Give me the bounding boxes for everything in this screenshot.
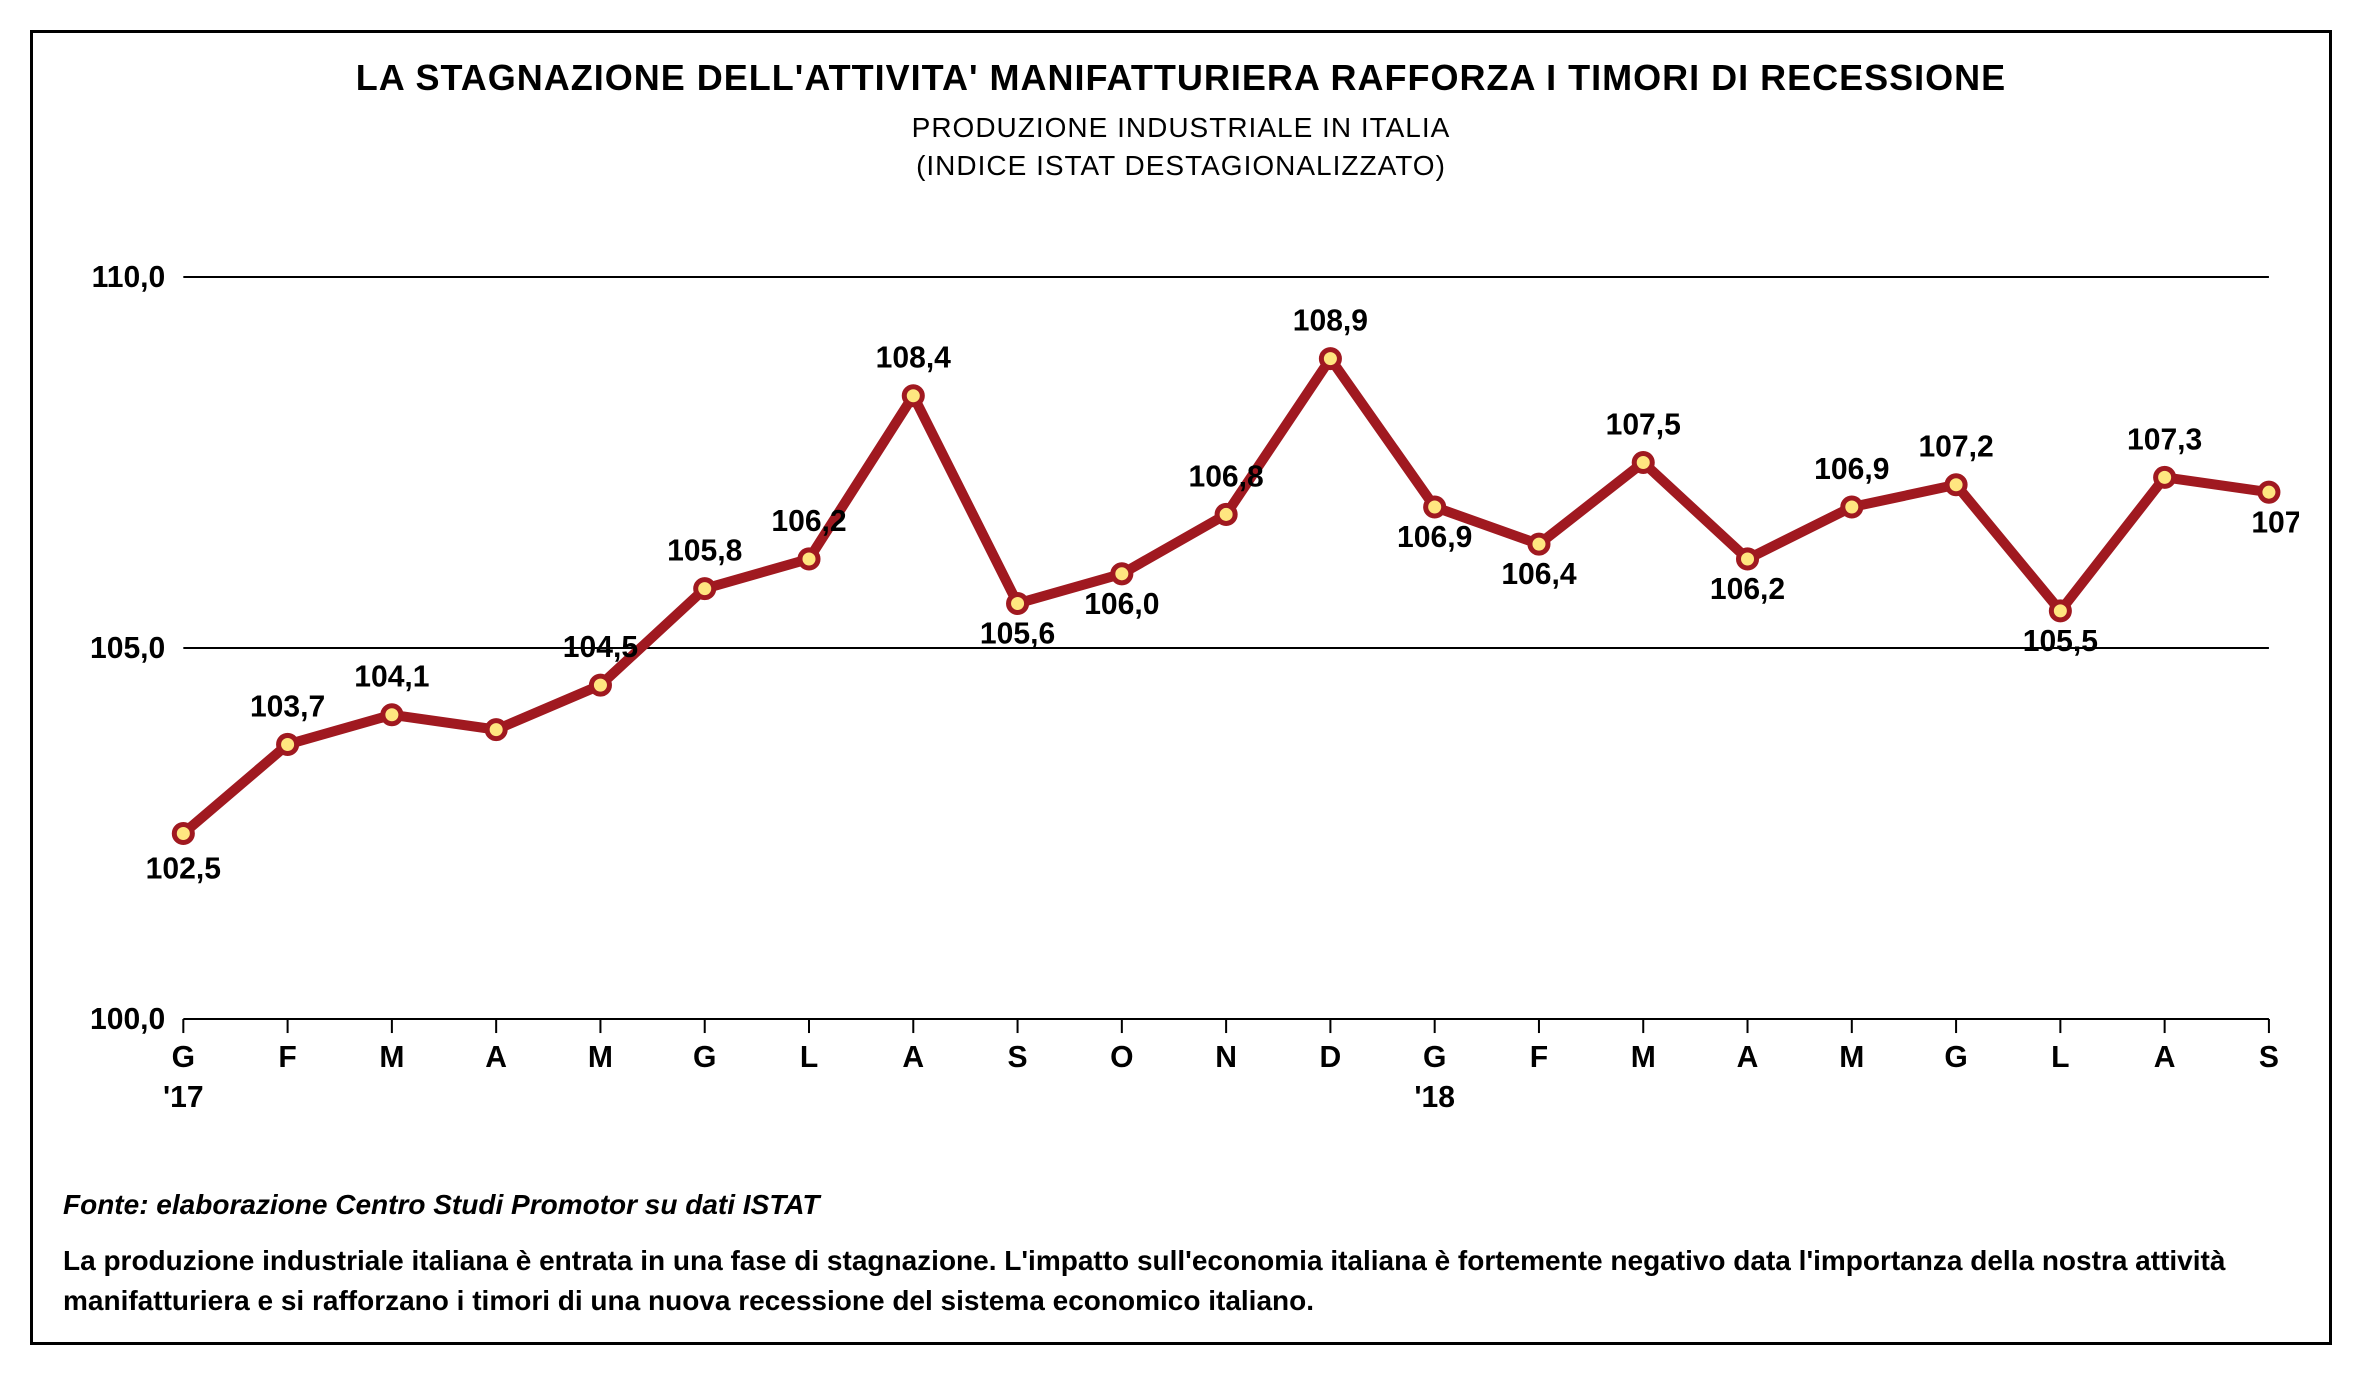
x-tick-label: G	[1423, 1041, 1446, 1074]
x-tick-label: F	[278, 1041, 296, 1074]
x-tick-label: A	[902, 1041, 924, 1074]
data-marker	[1009, 594, 1027, 612]
value-label: 105,5	[2023, 625, 2098, 658]
chart-area: 100,0 105,0 110,0 G F M A M G L A S O N D G F M A M G L A S '17 '…	[63, 195, 2299, 1181]
value-label: 105,8	[667, 534, 742, 567]
value-label: 107,5	[1606, 408, 1681, 441]
subtitle-line-2: (INDICE ISTAT DESTAGIONALIZZATO)	[916, 150, 1446, 181]
value-label: 103,7	[250, 690, 325, 723]
data-marker	[696, 579, 714, 597]
x-tick-label: M	[379, 1041, 404, 1074]
x-year-label: '18	[1414, 1081, 1455, 1114]
x-tick-label: A	[485, 1041, 507, 1074]
value-label: 106,0	[1084, 588, 1159, 621]
x-tick-label: M	[1839, 1041, 1864, 1074]
x-tick-label: A	[1737, 1041, 1759, 1074]
x-tick-label: L	[800, 1041, 818, 1074]
value-label: 105,6	[980, 617, 1055, 650]
x-tick-label: N	[1215, 1041, 1237, 1074]
chart-footer: Fonte: elaborazione Centro Studi Promoto…	[63, 1189, 2299, 1322]
value-label: 107,2	[1918, 430, 1993, 463]
x-tick-label: D	[1320, 1041, 1342, 1074]
data-marker	[1843, 498, 1861, 516]
data-marker	[800, 550, 818, 568]
value-label: 104,5	[563, 631, 638, 664]
x-tick-label: L	[2051, 1041, 2069, 1074]
chart-frame: LA STAGNAZIONE DELL'ATTIVITA' MANIFATTUR…	[30, 30, 2332, 1345]
value-label: 106,9	[1814, 453, 1889, 486]
x-tick-label: O	[1110, 1041, 1133, 1074]
data-marker	[487, 720, 505, 738]
value-label: 108,9	[1293, 304, 1368, 337]
data-marker	[2051, 601, 2069, 619]
subtitle-line-1: PRODUZIONE INDUSTRIALE IN ITALIA	[912, 112, 1451, 143]
value-label: 102,5	[146, 852, 221, 885]
value-label: 106,2	[771, 504, 846, 537]
value-label: 104,1	[354, 660, 429, 693]
source-text: Fonte: elaborazione Centro Studi Promoto…	[63, 1189, 2299, 1221]
data-marker	[1738, 550, 1756, 568]
x-tick-label: A	[2154, 1041, 2176, 1074]
value-label: 107,3	[2127, 423, 2202, 456]
y-tick-label: 100,0	[90, 1003, 165, 1036]
data-marker	[904, 386, 922, 404]
data-marker	[2156, 468, 2174, 486]
line-chart-svg: 100,0 105,0 110,0 G F M A M G L A S O N D G F M A M G L A S '17 '…	[63, 195, 2299, 1181]
data-marker	[1947, 475, 1965, 493]
data-marker	[1426, 498, 1444, 516]
data-marker	[1321, 349, 1339, 367]
data-marker	[591, 676, 609, 694]
chart-subtitle: PRODUZIONE INDUSTRIALE IN ITALIA (INDICE…	[63, 109, 2299, 185]
value-label: 107,1	[2251, 506, 2299, 539]
data-marker	[383, 705, 401, 723]
chart-title: LA STAGNAZIONE DELL'ATTIVITA' MANIFATTUR…	[63, 57, 2299, 99]
x-year-label: '17	[163, 1081, 204, 1114]
data-marker	[279, 735, 297, 753]
data-marker	[1217, 505, 1235, 523]
data-marker	[1113, 564, 1131, 582]
y-tick-label: 105,0	[90, 632, 165, 665]
value-label: 108,4	[876, 341, 952, 374]
note-text: La produzione industriale italiana è ent…	[63, 1241, 2299, 1322]
x-tick-label: F	[1530, 1041, 1548, 1074]
value-label: 106,8	[1188, 460, 1263, 493]
x-tick-label: S	[1008, 1041, 1028, 1074]
value-label: 106,9	[1397, 521, 1472, 554]
x-tick-label: G	[172, 1041, 195, 1074]
x-tick-label: M	[1631, 1041, 1656, 1074]
data-marker	[174, 824, 192, 842]
x-tick-label: M	[588, 1041, 613, 1074]
data-marker	[2260, 483, 2278, 501]
x-tick-label: S	[2259, 1041, 2279, 1074]
x-tick-label: G	[693, 1041, 716, 1074]
value-label: 106,4	[1501, 558, 1577, 591]
x-tick-label: G	[1944, 1041, 1967, 1074]
data-marker	[1634, 453, 1652, 471]
data-marker	[1530, 535, 1548, 553]
value-label: 106,2	[1710, 573, 1785, 606]
y-tick-label: 110,0	[92, 261, 166, 294]
